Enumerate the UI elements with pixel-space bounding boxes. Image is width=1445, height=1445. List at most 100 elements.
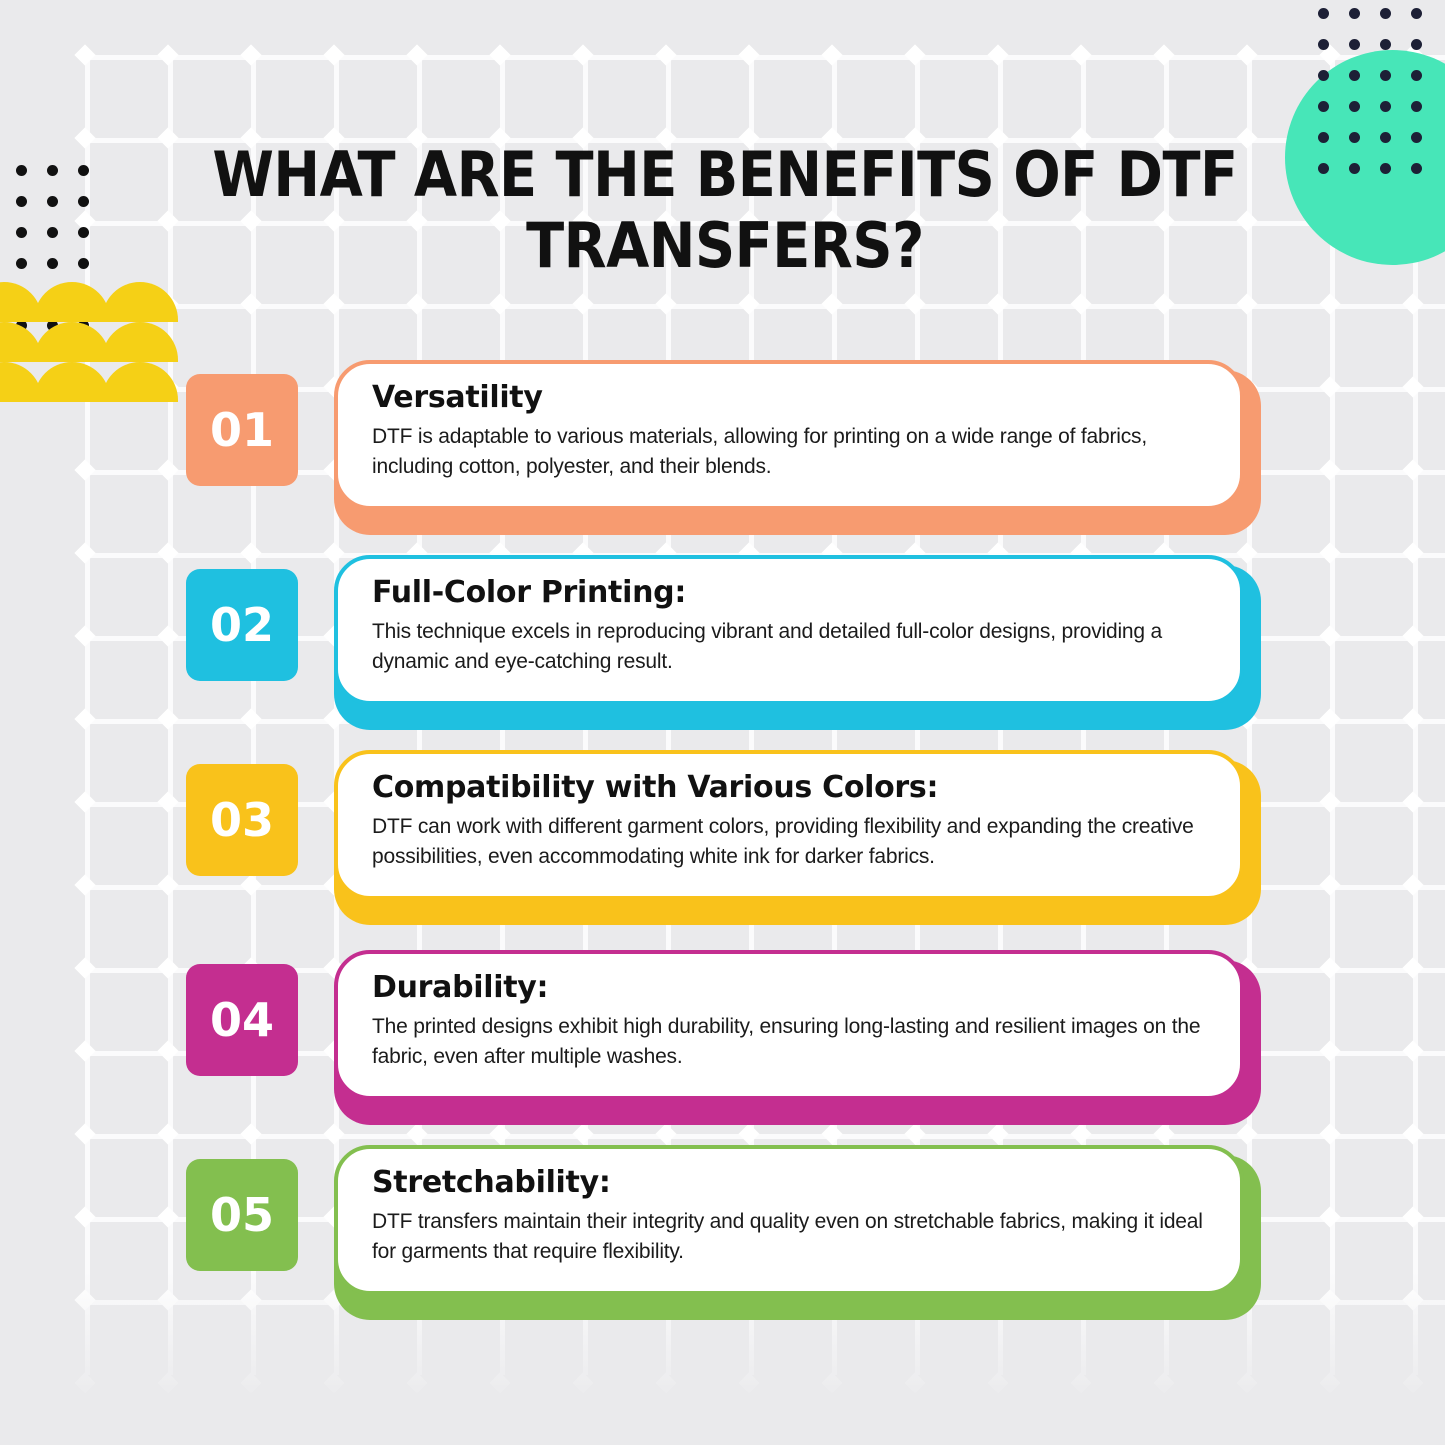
grid-diamond-icon (821, 293, 843, 315)
benefit-card[interactable]: Compatibility with Various Colors: DTF ca… (186, 746, 1261, 925)
card-title: Versatility (372, 380, 543, 415)
decorative-dot (1380, 8, 1391, 19)
grid-diamond-icon (1402, 957, 1424, 979)
grid-diamond-icon (74, 957, 96, 979)
mint-circle-decoration (1285, 50, 1445, 265)
semicircle-shape (34, 282, 110, 322)
card-title: Durability: (372, 970, 549, 1005)
grid-diamond-icon (157, 459, 179, 481)
grid-diamond-icon (157, 1206, 179, 1228)
decorative-dot (1380, 70, 1391, 81)
grid-diamond-icon (1236, 293, 1258, 315)
grid-diamond-icon (1319, 1040, 1341, 1062)
grid-diamond-icon (74, 1206, 96, 1228)
card-title: Stretchability: (372, 1165, 611, 1200)
grid-diamond-icon (1402, 1040, 1424, 1062)
grid-diamond-icon (1402, 1289, 1424, 1311)
grid-diamond-icon (157, 542, 179, 564)
grid-diamond-icon (74, 1289, 96, 1311)
card-face: Versatility DTF is adaptable to various m… (334, 360, 1244, 510)
card-face: Full-Color Printing: This technique excel… (334, 555, 1244, 705)
decorative-dot (47, 258, 58, 269)
card-title: Full-Color Printing: (372, 575, 687, 610)
card-body-text: DTF transfers maintain their integrity a… (372, 1210, 1203, 1263)
grid-diamond-icon (572, 1372, 594, 1394)
grid-diamond-icon (1319, 625, 1341, 647)
grid-diamond-icon (1319, 1372, 1341, 1394)
grid-diamond-icon (157, 1289, 179, 1311)
grid-diamond-icon (1070, 1372, 1092, 1394)
decorative-dot (47, 196, 58, 207)
benefit-card[interactable]: Full-Color Printing: This technique excel… (186, 551, 1261, 730)
grid-diamond-icon (406, 293, 428, 315)
decorative-dot (1380, 163, 1391, 174)
grid-diamond-icon (489, 1372, 511, 1394)
decorative-dot (16, 196, 27, 207)
grid-diamond-icon (655, 1372, 677, 1394)
card-face: Stretchability: DTF transfers maintain th… (334, 1145, 1244, 1295)
grid-diamond-icon (1153, 1372, 1175, 1394)
decorative-dot (1380, 132, 1391, 143)
grid-diamond-icon (1402, 1206, 1424, 1228)
grid-diamond-icon (904, 44, 926, 66)
grid-diamond-icon (1402, 625, 1424, 647)
grid-diamond-icon (157, 1123, 179, 1145)
grid-diamond-icon (655, 293, 677, 315)
decorative-dot (1349, 132, 1360, 143)
grid-diamond-icon (1319, 708, 1341, 730)
benefit-card[interactable]: Versatility DTF is adaptable to various m… (186, 356, 1261, 535)
decorative-dot (1380, 101, 1391, 112)
decorative-dot (1318, 39, 1329, 50)
grid-diamond-icon (157, 1040, 179, 1062)
grid-diamond-icon (489, 44, 511, 66)
decorative-dot (1349, 39, 1360, 50)
decorative-dot (1411, 101, 1422, 112)
decorative-dot (78, 258, 89, 269)
benefit-card[interactable]: Durability: The printed designs exhibit h… (186, 946, 1261, 1125)
grid-diamond-icon (738, 293, 760, 315)
grid-diamond-icon (904, 1372, 926, 1394)
grid-diamond-icon (1402, 874, 1424, 896)
decorative-dot (78, 165, 89, 176)
decorative-dot (16, 227, 27, 238)
card-body-text: DTF is adaptable to various materials, a… (372, 425, 1147, 478)
decorative-dot (1318, 70, 1329, 81)
grid-diamond-icon (821, 44, 843, 66)
grid-diamond-icon (1402, 293, 1424, 315)
grid-diamond-icon (74, 874, 96, 896)
benefit-card[interactable]: Stretchability: DTF transfers maintain th… (186, 1141, 1261, 1320)
decorative-dot (1349, 163, 1360, 174)
grid-diamond-icon (1402, 1372, 1424, 1394)
grid-diamond-icon (1236, 1372, 1258, 1394)
grid-diamond-icon (572, 44, 594, 66)
decorative-dot (1318, 163, 1329, 174)
grid-diamond-icon (1319, 791, 1341, 813)
decorative-dot (1380, 39, 1391, 50)
card-body-text: The printed designs exhibit high durabil… (372, 1015, 1201, 1068)
grid-diamond-icon (74, 708, 96, 730)
grid-diamond-icon (74, 625, 96, 647)
grid-diamond-icon (240, 293, 262, 315)
grid-diamond-icon (74, 791, 96, 813)
card-number-badge: 04 (186, 964, 298, 1076)
semicircle-shape (102, 362, 178, 402)
grid-diamond-icon (1319, 459, 1341, 481)
card-face: Compatibility with Various Colors: DTF ca… (334, 750, 1244, 900)
decorative-dot (47, 320, 58, 331)
decorative-dot (1411, 8, 1422, 19)
grid-diamond-icon (240, 44, 262, 66)
grid-diamond-icon (1402, 376, 1424, 398)
grid-diamond-icon (157, 708, 179, 730)
grid-diamond-icon (1319, 1289, 1341, 1311)
grid-diamond-icon (74, 127, 96, 149)
decorative-dot (1349, 70, 1360, 81)
decorative-dot (16, 258, 27, 269)
grid-diamond-icon (74, 1040, 96, 1062)
grid-diamond-icon (1402, 459, 1424, 481)
grid-diamond-icon (74, 44, 96, 66)
card-body-text: This technique excels in reproducing vib… (372, 620, 1163, 673)
grid-diamond-icon (572, 293, 594, 315)
semicircle-shape (34, 322, 110, 362)
decorative-dot (1349, 8, 1360, 19)
